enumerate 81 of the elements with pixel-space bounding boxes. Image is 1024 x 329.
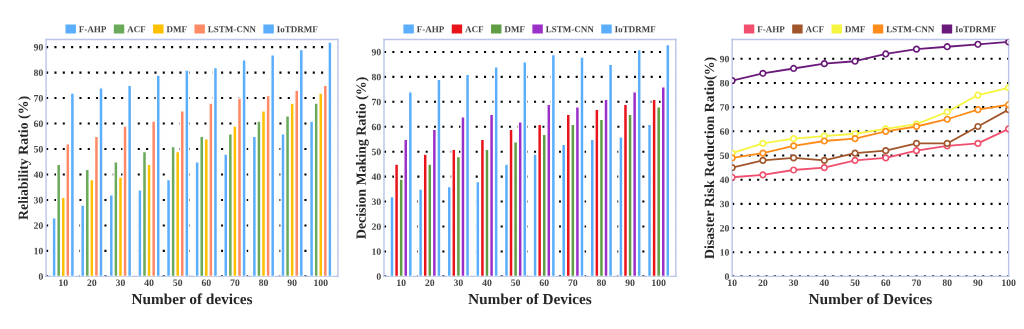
y-axis-title: Reliability Ratio (%) — [18, 96, 31, 220]
x-tick-label: 20 — [87, 279, 97, 286]
y-tick-label: 60 — [371, 123, 381, 131]
x-axis-title: Number of Devices — [808, 293, 932, 305]
x-tick-label: 40 — [144, 279, 154, 286]
x-tick-label: 80 — [596, 279, 606, 286]
legend-label: F-AHP — [416, 26, 445, 33]
y-tick-label: 10 — [372, 248, 381, 255]
y-tick-label: 60 — [719, 128, 730, 135]
y-tick-label: 60 — [33, 120, 43, 127]
y-tick-label: 50 — [720, 152, 730, 159]
y-tick-label: 10 — [34, 247, 43, 255]
x-tick-label: 70 — [230, 279, 240, 286]
y-tick-label: 40 — [33, 171, 43, 178]
y-tick-label: 80 — [719, 79, 730, 87]
x-tick-label: 60 — [539, 279, 549, 286]
x-tick-label: 60 — [881, 279, 891, 286]
y-tick-label: 0 — [724, 273, 730, 280]
x-tick-label: 70 — [568, 279, 578, 286]
legend-label: IoTDRMF — [955, 26, 996, 33]
y-tick-label: 70 — [34, 94, 43, 102]
legend-label: F-AHP — [757, 26, 785, 33]
x-tick-label: 30 — [115, 279, 125, 286]
y-tick-label: 40 — [371, 173, 381, 181]
y-tick-label: 80 — [33, 69, 43, 77]
y-tick-label: 20 — [371, 223, 381, 230]
x-tick-label: 40 — [819, 279, 829, 286]
legend-label: DMF — [845, 26, 865, 33]
legend-label: ACF — [465, 26, 484, 33]
x-axis-title: Number of Devices — [468, 293, 592, 305]
y-tick-label: 90 — [719, 55, 730, 63]
x-tick-label: 30 — [789, 279, 799, 286]
y-tick-label: 90 — [33, 44, 43, 51]
x-tick-label: 90 — [973, 279, 983, 286]
x-tick-label: 10 — [728, 279, 737, 286]
legend-label: LSTM-CNN — [545, 26, 594, 33]
y-axis-title: Disaster Risk Reduction Ratio(%) — [704, 57, 717, 259]
y-tick-label: 0 — [38, 273, 43, 280]
x-tick-label: 100 — [314, 279, 328, 286]
x-tick-label: 90 — [625, 279, 635, 286]
legend-label: ACF — [805, 26, 824, 33]
legend-label: LSTM-CNN — [886, 26, 935, 33]
x-tick-label: 90 — [287, 279, 297, 286]
y-tick-label: 90 — [371, 48, 381, 56]
y-tick-label: 20 — [720, 224, 730, 232]
x-tick-label: 50 — [173, 279, 183, 286]
legend-label: LSTM-CNN — [207, 26, 256, 33]
x-tick-label: 50 — [850, 279, 860, 286]
x-tick-label: 20 — [425, 279, 435, 286]
y-tick-label: 30 — [371, 198, 381, 206]
y-tick-label: 30 — [720, 200, 730, 208]
x-tick-label: 40 — [482, 279, 492, 286]
y-tick-label: 80 — [371, 73, 381, 81]
x-tick-label: 100 — [652, 279, 666, 286]
y-tick-label: 70 — [720, 104, 730, 111]
legend-label: IoTDRMF — [277, 26, 318, 33]
legend-label: DMF — [504, 26, 525, 33]
legend-label: IoTDRMF — [614, 26, 656, 33]
x-tick-label: 80 — [942, 279, 952, 286]
legend-label: ACF — [127, 26, 146, 33]
x-tick-label: 100 — [1002, 279, 1016, 286]
x-axis-title: Number of devices — [131, 293, 253, 305]
x-tick-label: 10 — [59, 279, 68, 286]
y-tick-label: 10 — [720, 249, 730, 256]
x-tick-label: 60 — [201, 279, 211, 286]
y-tick-label: 0 — [376, 273, 381, 280]
x-tick-label: 80 — [258, 279, 269, 286]
x-tick-label: 10 — [397, 279, 406, 286]
y-tick-label: 30 — [33, 196, 43, 204]
x-tick-label: 20 — [758, 279, 768, 286]
x-tick-label: 30 — [453, 279, 463, 286]
y-tick-label: 20 — [33, 222, 43, 229]
y-tick-label: 50 — [371, 148, 381, 156]
y-tick-label: 70 — [372, 98, 381, 106]
y-axis-title: Decision Making Ratio (%) — [356, 77, 369, 239]
legend-label: F-AHP — [78, 26, 107, 33]
legend-label: DMF — [166, 26, 187, 33]
x-tick-label: 50 — [511, 279, 521, 286]
x-tick-label: 70 — [912, 279, 921, 286]
y-tick-label: 40 — [719, 176, 730, 184]
y-tick-label: 50 — [33, 145, 43, 153]
